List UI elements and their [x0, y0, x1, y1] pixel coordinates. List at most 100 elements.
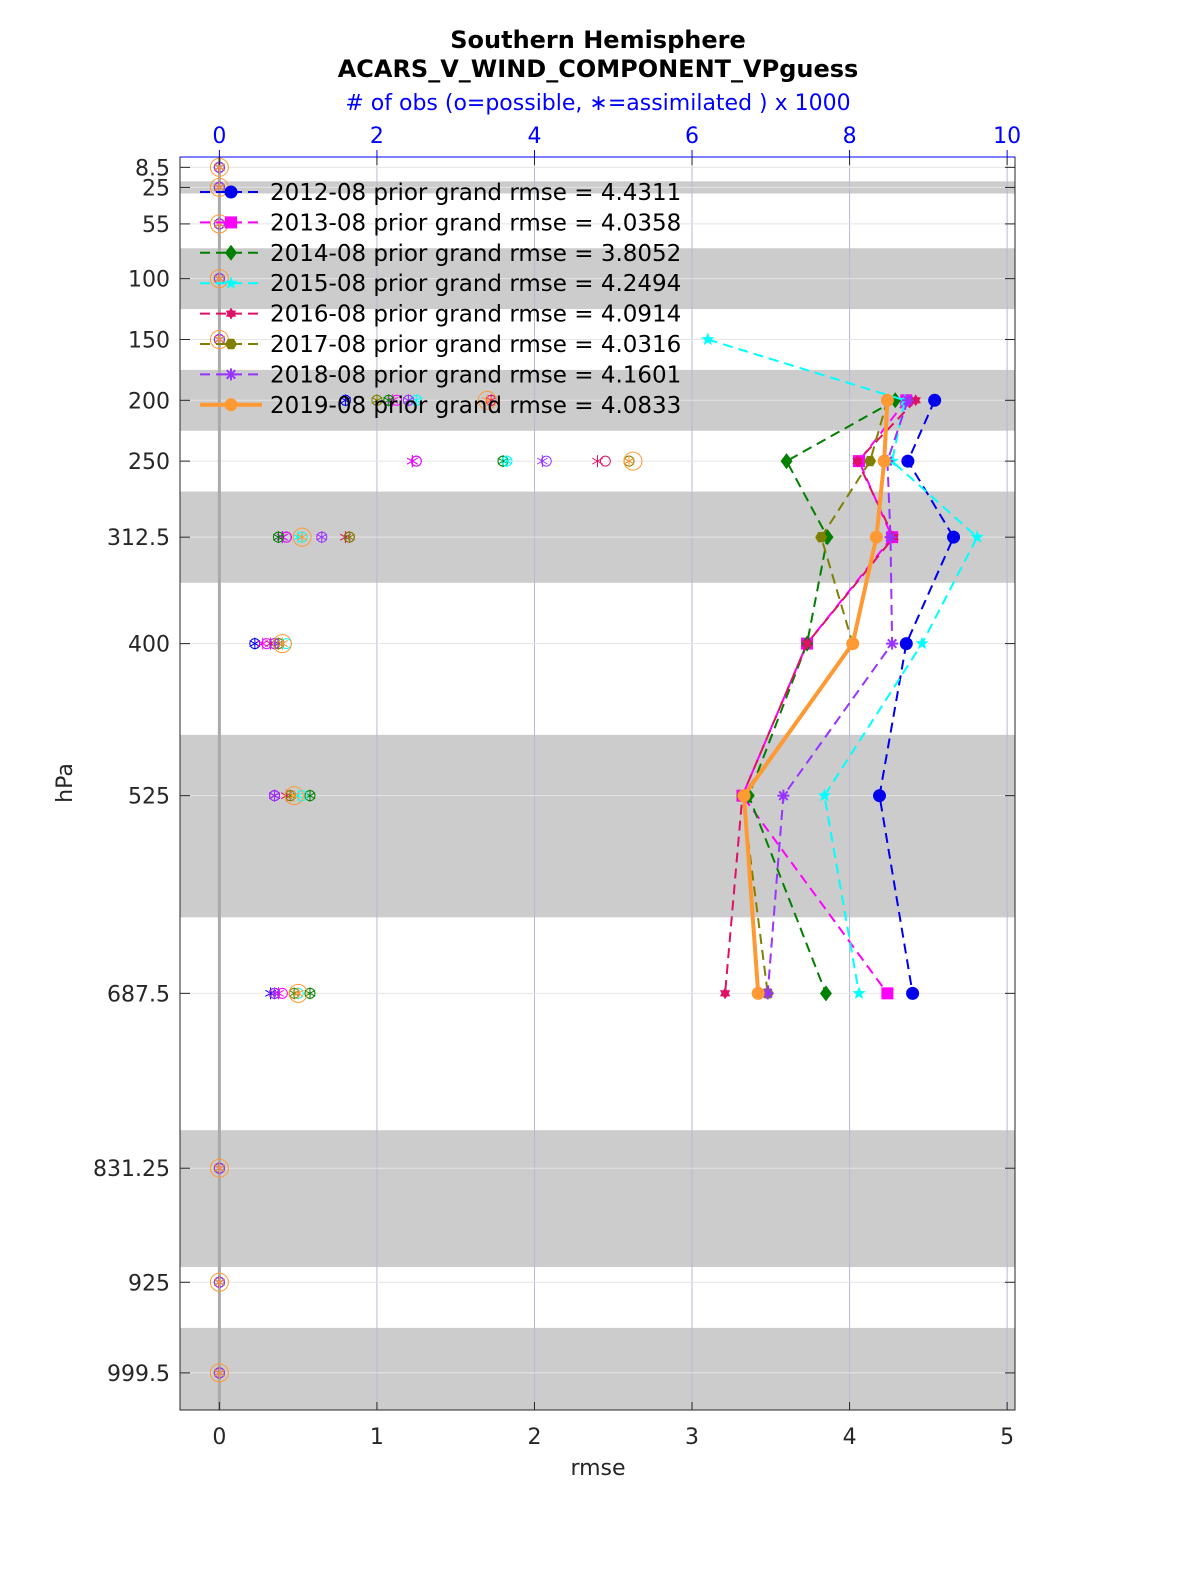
- top-x-tick-label: 2: [370, 124, 384, 149]
- y-tick-label: 687.5: [107, 982, 170, 1007]
- top-x-tick-label: 6: [685, 124, 699, 149]
- obs-assimilated-mark: [269, 987, 280, 1000]
- x-tick-label: 3: [685, 1425, 699, 1450]
- series-point: [947, 530, 961, 544]
- legend-marker: [225, 338, 237, 350]
- series-point: [780, 453, 793, 470]
- obs-possible-mark: [599, 455, 611, 467]
- series-point: [899, 637, 913, 651]
- x-tick-label: 2: [527, 1425, 541, 1450]
- y-tick-label: 250: [128, 450, 170, 475]
- obs-assimilated-mark: [343, 531, 355, 544]
- obs-assimilated-mark: [383, 394, 395, 407]
- obs-possible-mark: [272, 634, 292, 654]
- chart-subtitle: ACARS_V_WIND_COMPONENT_VPguess: [338, 55, 859, 83]
- legend-marker: [224, 276, 238, 289]
- series-point: [852, 455, 863, 468]
- obs-possible-mark: [540, 455, 552, 467]
- y-tick-label: 831.25: [93, 1157, 170, 1182]
- legend-entry: 2015-08 prior grand rmse = 4.2494: [270, 271, 681, 297]
- series-point: [873, 789, 887, 803]
- chart-title: Southern Hemisphere: [450, 26, 746, 54]
- series-point: [880, 393, 894, 407]
- series-point: [801, 637, 813, 650]
- series-line: [878, 399, 955, 994]
- obs-assimilated-mark: [371, 394, 383, 407]
- obs-assimilated-mark: [269, 789, 280, 802]
- obs-possible-zero-mark: [209, 1158, 229, 1178]
- obs-possible-mark: [477, 390, 497, 410]
- obs-assimilated-mark: [296, 531, 308, 544]
- obs-assimilated-mark: [339, 394, 351, 407]
- y-tick-label: 25: [142, 176, 170, 201]
- obs-possible-mark: [623, 451, 643, 471]
- legend-marker: [225, 307, 237, 320]
- y-axis-label: hPa: [53, 763, 78, 803]
- level-band: [180, 1130, 1015, 1268]
- obs-assimilated-mark: [316, 531, 328, 544]
- series-point: [869, 530, 883, 544]
- series-line: [766, 399, 909, 994]
- y-tick-label: 55: [142, 213, 170, 238]
- top-x-tick-label: 8: [843, 124, 857, 149]
- obs-assimilated-mark: [406, 455, 418, 468]
- top-x-tick-label: 4: [527, 124, 541, 149]
- x-axis-label: rmse: [570, 1456, 625, 1481]
- series-line: [724, 399, 917, 994]
- series-point: [881, 987, 894, 1000]
- legend-marker: [224, 398, 238, 412]
- series-point: [906, 986, 920, 1000]
- obs-assimilated-mark: [402, 394, 414, 407]
- level-band: [180, 1327, 1015, 1410]
- obs-assimilated-mark: [536, 455, 548, 468]
- obs-assimilated-mark: [273, 531, 284, 544]
- legend-marker: [225, 244, 237, 261]
- x-tick-label: 5: [1000, 1425, 1014, 1450]
- obs-possible-zero-mark: [209, 1272, 229, 1292]
- y-tick-label: 400: [128, 633, 170, 658]
- series-point: [777, 789, 790, 802]
- series-point: [852, 986, 866, 999]
- series-point: [815, 532, 828, 543]
- legend-entry: 2012-08 prior grand rmse = 4.4311: [270, 180, 681, 206]
- series-point: [884, 531, 897, 544]
- obs-assimilated-mark: [592, 455, 603, 468]
- obs-possible-zero-mark: [209, 269, 229, 289]
- obs-assimilated-mark: [213, 1276, 225, 1289]
- obs-assimilated-mark: [481, 394, 493, 407]
- obs-possible-mark: [410, 455, 422, 467]
- series-point: [901, 454, 915, 468]
- series-point: [719, 987, 731, 1000]
- series-point: [877, 454, 891, 468]
- y-tick-label: 525: [128, 785, 170, 810]
- y-tick-label: 200: [128, 389, 170, 414]
- legend-marker: [225, 368, 237, 381]
- legend-entry: 2019-08 prior grand rmse = 4.0833: [270, 393, 681, 419]
- obs-possible-mark: [391, 394, 403, 406]
- series-point: [846, 637, 860, 651]
- legend-marker: [225, 216, 237, 229]
- series-point: [864, 455, 877, 467]
- series-point: [901, 394, 914, 407]
- y-tick-label: 100: [128, 268, 170, 293]
- top-axis-label: # of obs (o=possible, ∗=assimilated ) x …: [345, 91, 850, 116]
- series-point: [915, 636, 929, 650]
- obs-possible-mark: [280, 531, 292, 543]
- series-line: [747, 399, 896, 994]
- series-point: [817, 788, 831, 802]
- obs-assimilated-mark: [213, 1162, 225, 1175]
- legend-entry: 2018-08 prior grand rmse = 4.1601: [270, 362, 681, 388]
- legend-entry: 2017-08 prior grand rmse = 4.0316: [270, 332, 681, 358]
- series-point: [970, 530, 984, 543]
- x-tick-label: 0: [212, 1425, 226, 1450]
- top-x-tick-label: 0: [212, 124, 226, 149]
- legend-entry: 2013-08 prior grand rmse = 4.0358: [270, 210, 681, 236]
- obs-possible-mark: [276, 987, 288, 999]
- series-point: [910, 394, 921, 407]
- obs-assimilated-mark: [501, 455, 513, 468]
- top-x-tick-label: 10: [993, 124, 1021, 149]
- legend-entry: 2014-08 prior grand rmse = 3.8052: [270, 241, 681, 267]
- obs-possible-zero-mark: [209, 1363, 229, 1383]
